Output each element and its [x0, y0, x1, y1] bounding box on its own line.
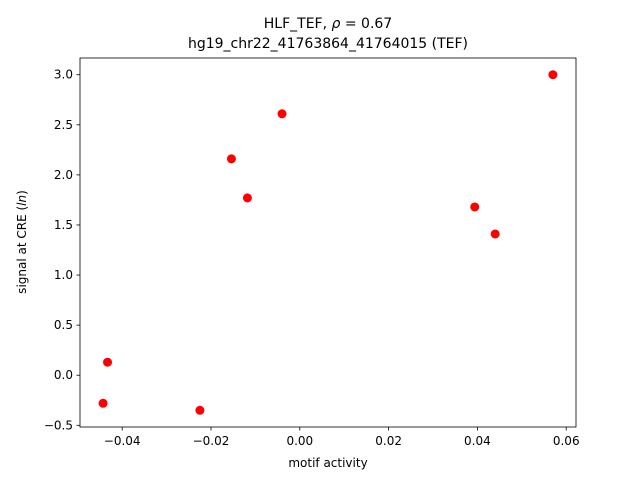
- plot-area: −0.04 −0.02 0.00 0.02 0.04 0.06 −0.5 0.0 0.5 1.0 1…: [44, 57, 580, 448]
- chart-title-line2: hg19_chr22_41763864_41764015 (TEF): [188, 36, 468, 52]
- data-point: [470, 202, 480, 212]
- y-tick-label: 2.5: [54, 118, 73, 132]
- x-tick-label: −0.04: [104, 434, 141, 448]
- data-point: [277, 109, 287, 119]
- y-tick-label: 0.0: [54, 368, 73, 382]
- x-tick-label: 0.02: [375, 434, 402, 448]
- data-point: [103, 357, 113, 367]
- x-tick-label: −0.02: [193, 434, 230, 448]
- y-tick-label: 0.5: [54, 318, 73, 332]
- data-point: [490, 229, 500, 239]
- chart-title-line1: HLF_TEF, ρ = 0.67: [264, 16, 392, 32]
- axes-frame: [79, 57, 577, 428]
- y-tick-label: −0.5: [44, 418, 73, 432]
- x-tick-label: 0.04: [464, 434, 491, 448]
- y-tick-label: 2.0: [54, 168, 73, 182]
- data-point: [242, 193, 252, 203]
- y-axis-label: signal at CRE (ln): [15, 190, 29, 294]
- x-axis-label: motif activity: [288, 456, 367, 470]
- data-point: [195, 405, 205, 415]
- y-tick-label: 1.0: [54, 268, 73, 282]
- data-point: [548, 70, 558, 80]
- y-tick-label: 3.0: [54, 68, 73, 82]
- data-point: [226, 154, 236, 164]
- x-tick-label: 0.00: [286, 434, 313, 448]
- x-tick-label: 0.06: [553, 434, 580, 448]
- data-point: [98, 398, 108, 408]
- y-tick-label: 1.5: [54, 218, 73, 232]
